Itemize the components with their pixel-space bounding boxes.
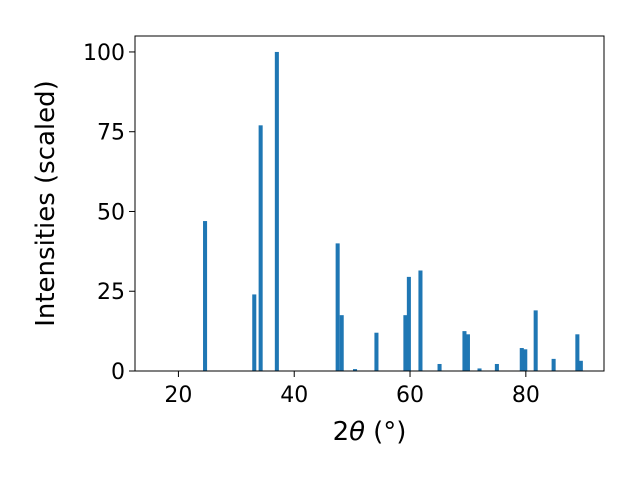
bars-group [203,51,583,371]
bar-0 [203,221,208,371]
y-tick-label: 0 [111,360,125,385]
bar-13 [465,334,470,371]
x-tick-label: 60 [396,383,424,408]
bar-4 [335,243,340,371]
bar-3 [274,51,279,371]
bar-16 [519,348,524,371]
bar-8 [403,315,408,371]
x-tick-label: 20 [164,383,192,408]
bar-20 [575,334,580,371]
y-tick-label: 75 [97,121,125,146]
bar-18 [533,310,538,371]
y-tick-label: 100 [83,41,125,66]
x-axis-label-prefix: 2 [333,417,350,447]
x-axis-label-unit: (°) [373,417,406,447]
x-tick-label: 40 [280,383,308,408]
bar-11 [437,363,442,371]
bar-1 [252,294,257,371]
x-axis-label: 2θ (°) [333,417,407,447]
bar-9 [406,276,411,371]
y-axis-ticks: 0 25 50 75 100 [83,41,135,385]
bar-6 [353,369,358,371]
x-axis-label-symbol: θ [349,417,365,447]
bar-19 [551,358,556,371]
plot-frame [134,35,605,372]
bar-17 [523,349,528,371]
bar-21 [578,360,583,371]
bar-10 [418,270,423,371]
bar-5 [339,315,344,371]
x-tick-label: 80 [512,383,540,408]
bar-2 [258,125,263,371]
y-axis-label: Intensities (scaled) [31,80,61,327]
bar-12 [462,331,467,371]
x-axis-ticks: 20 40 60 80 [164,371,540,408]
bar-15 [494,363,499,371]
y-tick-label: 25 [97,280,125,305]
y-tick-label: 50 [97,200,125,225]
bar-14 [477,368,482,371]
bar-7 [374,332,379,371]
